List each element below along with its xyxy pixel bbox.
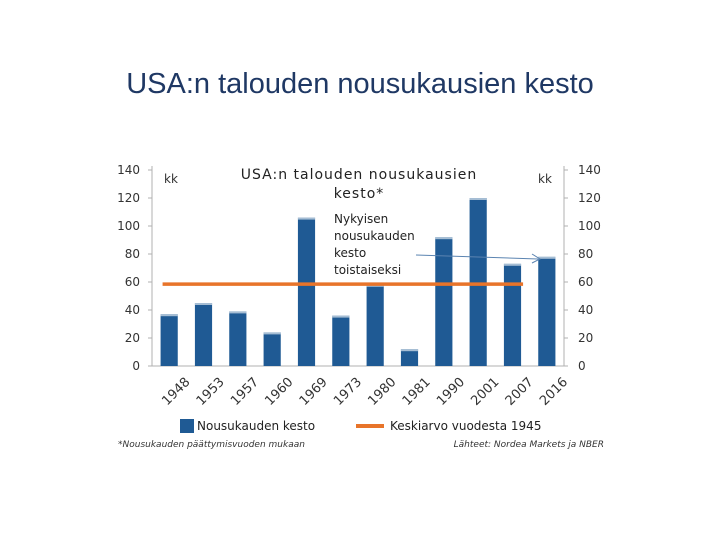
- x-tick-label: 2001: [468, 375, 502, 409]
- bar: [229, 311, 247, 366]
- annotation-line-2: nousukauden: [334, 229, 415, 243]
- bar: [503, 263, 522, 366]
- bar-highlight: [194, 303, 213, 305]
- bar: [160, 314, 178, 366]
- bar-highlight: [435, 237, 453, 240]
- annotation: Nykyisen nousukauden kesto toistaiseksi: [334, 212, 542, 277]
- unit-left: kk: [164, 172, 178, 186]
- y-tick-label-left: 100: [117, 219, 140, 233]
- annotation-line-4: toistaiseksi: [334, 263, 401, 277]
- bar: [366, 284, 384, 366]
- chart-title-line1: USA:n talouden nousukausien: [241, 167, 477, 183]
- slide-title: USA:n talouden nousukausien kesto: [126, 68, 594, 100]
- y-tick-label-right: 20: [578, 331, 593, 345]
- bar-highlight: [538, 256, 556, 259]
- legend-label-line: Keskiarvo vuodesta 1945: [390, 419, 541, 433]
- x-tick-label: 1960: [262, 375, 296, 409]
- x-tick-label: 1980: [365, 375, 399, 409]
- bar: [194, 303, 213, 366]
- annotation-line-1: Nykyisen: [334, 212, 388, 226]
- bar-highlight: [263, 332, 281, 335]
- y-tick-label-left: 140: [117, 163, 140, 177]
- unit-right: kk: [538, 172, 552, 186]
- x-tick-label: 1948: [159, 375, 193, 409]
- bar-chart: 0 0 20 20 40 40 60 60 80 80 100 100 120 120 140 140 1948…: [117, 163, 604, 450]
- legend-label-bars: Nousukauden kesto: [197, 419, 315, 433]
- y-tick-label-right: 100: [578, 219, 601, 233]
- bar-highlight: [332, 315, 350, 318]
- x-tick-label: 1990: [434, 375, 468, 409]
- legend: Nousukauden kesto Keskiarvo vuodesta 194…: [180, 419, 541, 433]
- bar-highlight: [297, 217, 316, 220]
- y-tick-label-left: 20: [125, 331, 140, 345]
- y-tick-label-right: 120: [578, 191, 601, 205]
- chart-title-line2: kesto*: [334, 186, 385, 202]
- y-tick-label-left: 0: [132, 359, 140, 373]
- annotation-arrow: [415, 254, 539, 260]
- bar-highlight: [469, 198, 487, 200]
- y-tick-label-left: 60: [125, 275, 140, 289]
- bar-highlight: [160, 314, 178, 317]
- bar: [400, 349, 419, 366]
- bar: [538, 256, 556, 366]
- y-tick-label-right: 60: [578, 275, 593, 289]
- x-tick-label: 1973: [331, 375, 365, 409]
- bar: [332, 315, 350, 366]
- y-tick-label-right: 140: [578, 163, 601, 177]
- x-tick-label: 1957: [228, 375, 262, 409]
- y-tick-label-right: 0: [578, 359, 586, 373]
- y-tick-label-left: 120: [117, 191, 140, 205]
- x-tick-label: 1981: [400, 375, 434, 409]
- chart-container: 0 0 20 20 40 40 60 60 80 80 100 100 120 120 140 140 1948…: [108, 155, 616, 457]
- x-tick-label: 2007: [503, 375, 537, 409]
- x-tick-label: 1969: [297, 375, 331, 409]
- legend-swatch-bars: [180, 419, 194, 433]
- annotation-line-3: kesto: [334, 246, 366, 260]
- bar: [263, 332, 281, 366]
- annotation-arrowhead: [531, 253, 542, 264]
- footnote: *Nousukauden päättymisvuoden mukaan: [118, 440, 305, 450]
- y-tick-label-left: 40: [125, 303, 140, 317]
- x-tick-label: 2016: [537, 375, 571, 409]
- bar-highlight: [229, 311, 247, 314]
- bar-highlight: [400, 349, 419, 352]
- bar-highlight: [503, 263, 522, 266]
- bar: [297, 217, 316, 366]
- y-tick-label-right: 80: [578, 247, 593, 261]
- y-tick-label-right: 40: [578, 303, 593, 317]
- y-tick-label-left: 80: [125, 247, 140, 261]
- source-note: Lähteet: Nordea Markets ja NBER: [454, 440, 604, 450]
- bar: [435, 237, 453, 366]
- x-tick-label: 1953: [194, 375, 228, 409]
- bar: [469, 198, 487, 366]
